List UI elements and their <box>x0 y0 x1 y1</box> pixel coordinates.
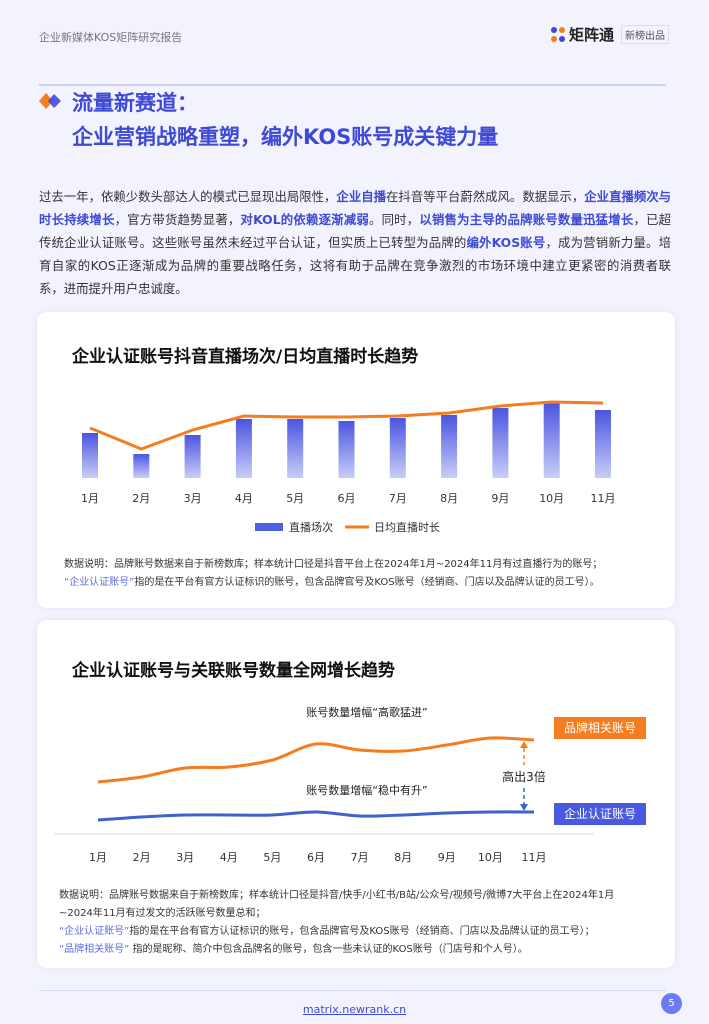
note-highlight: “品牌相关账号” <box>59 944 130 955</box>
bar-11月 <box>595 410 611 478</box>
x-tick-label: 3月 <box>184 492 202 505</box>
line-series-brand <box>97 736 535 784</box>
note-highlight: “企业认证账号” <box>59 926 130 937</box>
legend-tag-brand: 品牌相关账号 <box>554 717 646 739</box>
chart-card-accounts: 企业认证账号与关联账号数量全网增长趋势 1月 2月 3月 4月 5月 6月 7月 8月 9月 10… <box>37 620 675 968</box>
heading-line1: 流量新赛道： <box>72 91 198 115</box>
body-text: ，官方带货趋势显著， <box>114 212 241 227</box>
annotation-gap: 高出3倍 <box>502 769 546 784</box>
heading-line2: 企业营销战略重塑，编外KOS账号成关键力量 <box>72 125 499 149</box>
bar-9月 <box>492 408 509 478</box>
page-number: 5 <box>661 993 682 1014</box>
line-series-duration <box>89 400 604 451</box>
x-tick-label: 11月 <box>591 492 616 505</box>
intro-paragraph: 过去一年，依赖少数头部达人的模式已显现出局限性，企业自播在抖音等平台蔚然成风。数… <box>39 185 671 300</box>
line-chart: 1月 2月 3月 4月 5月 6月 7月 8月 9月 10月 11月 账号数量增幅“高歌猛进” 账号数量… <box>54 705 594 864</box>
logo-icon <box>551 26 565 43</box>
highlight-text: 企业自播 <box>336 189 386 204</box>
bar-1月 <box>82 433 98 478</box>
x-tick-label: 10月 <box>478 851 503 864</box>
logo: 矩阵通 新榜出品 <box>551 24 670 45</box>
footer-link[interactable]: matrix.newrank.cn <box>302 1003 407 1016</box>
x-tick-label: 2月 <box>132 492 150 505</box>
bar-3月 <box>184 435 201 478</box>
highlight-text: 以销售为主导的品牌账号数量迅猛增长 <box>419 212 634 227</box>
note-line: 数据说明：品牌账号数据来自于新榜数库；样本统计口径是抖音/快手/小红书/B站/公… <box>59 890 615 901</box>
bar-10月 <box>543 403 560 478</box>
x-tick-label: 11月 <box>522 851 547 864</box>
bar-6月 <box>338 421 355 478</box>
bar-7月 <box>389 418 406 478</box>
x-tick-label: 6月 <box>307 851 325 864</box>
x-tick-label: 8月 <box>440 492 458 505</box>
bar-5月 <box>287 419 304 478</box>
body-text: 。同时， <box>368 212 420 227</box>
x-tick-label: 2月 <box>133 851 151 864</box>
annotation-brand: 账号数量增幅“高歌猛进” <box>306 705 427 719</box>
x-tick-label: 9月 <box>491 492 509 505</box>
diamond-icon <box>39 93 61 109</box>
note-line: ~2024年11月有过发文的活跃账号数量总和； <box>59 908 266 919</box>
data-note: 数据说明：品牌账号数据来自于新榜数库；样本统计口径是抖音平台上在2024年1月~… <box>64 556 602 592</box>
highlight-text: 编外KOS账号 <box>466 235 546 250</box>
x-tick-label: 3月 <box>176 851 194 864</box>
footer-divider <box>39 990 666 991</box>
x-tick-label: 7月 <box>389 492 407 505</box>
page-heading: 流量新赛道： 企业营销战略重塑，编外KOS账号成关键力量 <box>72 86 498 154</box>
legend-label-bars: 直播场次 <box>289 520 333 534</box>
logo-name: 矩阵通 <box>569 26 615 44</box>
note-line: “企业认证账号”指的是在平台有官方认证标识的账号，包含品牌官号及KOS账号（经销… <box>59 923 614 941</box>
legend-swatch-bars <box>255 523 283 531</box>
x-tick-label: 7月 <box>351 851 369 864</box>
chart-title: 企业认证账号与关联账号数量全网增长趋势 <box>72 661 395 681</box>
note-text: 指的是在平台有官方认证标识的账号，包含品牌官号及KOS账号（经销商、门店以及品牌… <box>129 926 595 937</box>
x-tick-label: 5月 <box>286 492 304 505</box>
chart-card-live: 企业认证账号抖音直播场次/日均直播时长趋势 1月 2月 3月 4月 5月 6月 7月 8月 9月… <box>37 312 675 608</box>
bar-2月 <box>133 454 150 478</box>
x-tick-label: 4月 <box>220 851 238 864</box>
chart-title: 企业认证账号抖音直播场次/日均直播时长趋势 <box>72 347 419 367</box>
x-tick-label: 1月 <box>81 492 99 505</box>
highlight-text: 企业直播频次与时长持续增长 <box>39 189 672 227</box>
x-tick-label: 1月 <box>89 851 107 864</box>
arrow-up-icon <box>520 741 528 748</box>
bar-4月 <box>235 419 252 478</box>
highlight-text: 对KOL的依赖逐渐减弱 <box>240 212 369 227</box>
bar-8月 <box>441 415 458 478</box>
x-tick-label: 4月 <box>235 492 253 505</box>
x-tick-label: 10月 <box>539 492 564 505</box>
body-text: 过去一年，依赖少数头部达人的模式已显现出局限性， <box>39 189 337 204</box>
x-tick-label: 9月 <box>438 851 456 864</box>
line-series-enterprise <box>97 810 535 822</box>
x-tick-label: 8月 <box>394 851 412 864</box>
body-text: ，成为营销新力量。培育自家的KOS正逐渐成为品牌的重要战略任务，这将有助于品牌在… <box>39 235 671 296</box>
report-title: 企业新媒体KOS矩阵研究报告 <box>39 31 183 44</box>
x-tick-label: 5月 <box>263 851 281 864</box>
arrow-down-icon <box>520 804 528 811</box>
note-highlight: “企业认证账号” <box>64 577 135 588</box>
legend-tag-enterprise: 企业认证账号 <box>554 803 646 825</box>
annotation-enterprise: 账号数量增幅“稳中有升” <box>306 783 427 797</box>
note-line: “企业认证账号”指的是在平台有官方认证标识的账号，包含品牌官号及KOS账号（经销… <box>64 574 602 592</box>
x-tick-label: 6月 <box>338 492 356 505</box>
data-note: 数据说明：品牌账号数据来自于新榜数库；样本统计口径是抖音/快手/小红书/B站/公… <box>59 887 614 959</box>
header-divider <box>39 84 666 86</box>
note-text: 指的是昵称、简介中包含品牌名的账号，包含一些未认证的KOS账号（门店号和个人号）… <box>129 944 528 955</box>
logo-tag: 新榜出品 <box>621 25 670 44</box>
body-text: ，已超传统企业认证账号。这些账号虽然未经过平台认证，但实质上已转型为品牌的 <box>39 212 672 250</box>
body-text: 在抖音等平台蔚然成风。数据显示， <box>386 189 585 204</box>
note-line: 数据说明：品牌账号数据来自于新榜数库；样本统计口径是抖音平台上在2024年1月~… <box>64 559 603 570</box>
legend-label-line: 日均直播时长 <box>374 520 440 534</box>
note-text: 指的是在平台有官方认证标识的账号，包含品牌官号及KOS账号（经销商、门店以及品牌… <box>134 577 600 588</box>
note-line: “品牌相关账号” 指的是昵称、简介中包含品牌名的账号，包含一些未认证的KOS账号… <box>59 941 614 959</box>
